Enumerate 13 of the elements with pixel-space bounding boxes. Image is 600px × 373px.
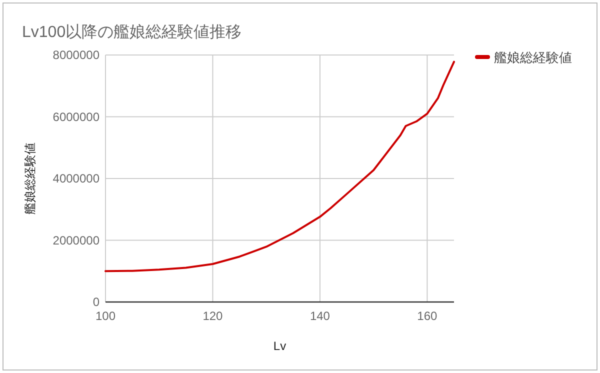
- y-tick-label: 4000000: [52, 172, 100, 186]
- chart-title: Lv100以降の艦娘総経験値推移: [22, 23, 242, 41]
- x-tick-label: 140: [310, 309, 330, 323]
- y-tick-label: 0: [92, 295, 100, 309]
- y-tick-label: 8000000: [52, 48, 100, 62]
- x-tick-label: 120: [202, 309, 224, 323]
- legend-label: 艦娘総経験値: [494, 50, 572, 65]
- x-axis-title: Lv: [273, 339, 286, 353]
- y-tick-label: 2000000: [52, 233, 100, 248]
- y-axis-title: 艦娘総経験値: [23, 142, 37, 214]
- x-tick-label: 160: [417, 309, 438, 323]
- y-tick-label: 6000000: [52, 110, 100, 124]
- x-tick-label: 100: [95, 309, 116, 323]
